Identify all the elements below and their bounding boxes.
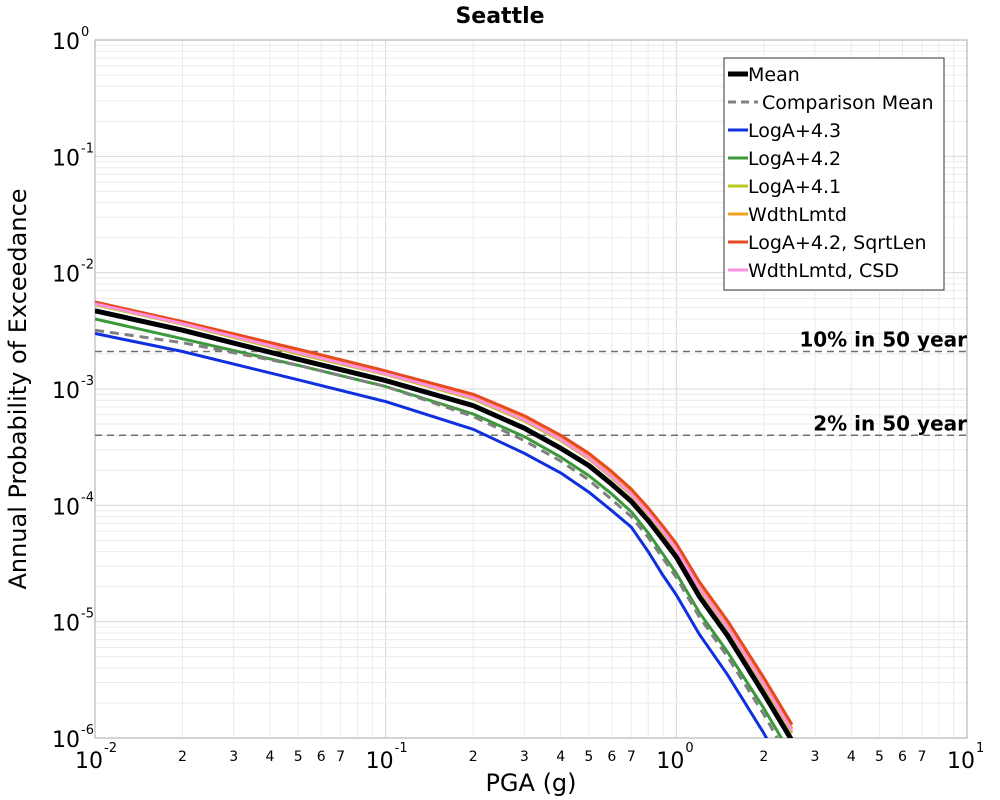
series-lines (95, 300, 794, 738)
x-minor-tick-label: 4 (266, 749, 275, 765)
series-line-mean (95, 308, 794, 738)
reference-lines: 10% in 50 year 2% in 50 year (95, 328, 967, 437)
y-tick-label: 10 (52, 146, 80, 171)
y-tick-label: 10 (52, 379, 80, 404)
legend-label: Mean (748, 64, 800, 86)
series-line-loga-4-2 (95, 317, 784, 738)
legend-label: LogA+4.2 (748, 148, 841, 170)
x-minor-tick-label: 2 (178, 749, 187, 765)
x-minor-tick-label: 5 (294, 749, 303, 765)
y-tick-exponent: -3 (81, 374, 94, 389)
x-tick-exponent: 0 (685, 741, 693, 756)
series-line-loga-4-2-sqrtlen (95, 300, 794, 726)
x-minor-tick-label: 2 (469, 749, 478, 765)
x-tick-exponent: 1 (976, 741, 984, 756)
legend-label: WdthLmtd, CSD (748, 260, 899, 282)
x-axis-title: PGA (g) (485, 769, 576, 797)
x-minor-tick-label: 7 (918, 749, 927, 765)
y-tick-exponent: -5 (81, 607, 94, 622)
y-tick-exponent: -6 (81, 723, 94, 738)
y-tick-label: 10 (52, 495, 80, 520)
x-minor-tick-label: 6 (898, 749, 907, 765)
plot-area (94, 39, 968, 739)
x-minor-tick-label: 2 (759, 749, 768, 765)
x-minor-tick-label: 7 (627, 749, 636, 765)
grid-lines (94, 40, 967, 739)
series-line-wdthlmtd-csd (95, 302, 794, 732)
x-minor-tick-label: 6 (607, 749, 616, 765)
x-tick-exponent: -1 (395, 741, 408, 756)
legend-box (723, 57, 945, 291)
legend-label: Comparison Mean (762, 92, 934, 114)
y-axis-title: Annual Probability of Exceedance (4, 188, 32, 589)
x-tick-label: 10 (947, 749, 975, 774)
y-tick-exponent: -1 (81, 141, 94, 156)
legend-label: WdthLmtd (748, 204, 847, 226)
x-minor-tick-label: 6 (317, 749, 326, 765)
x-tick-exponent: -2 (104, 741, 117, 756)
legend: Mean Comparison Mean LogA+4.3 LogA+4.2 LogA+… (723, 57, 945, 291)
legend-label: LogA+4.1 (748, 176, 841, 198)
reference-line-label: 2% in 50 year (813, 411, 967, 435)
x-tick-label: 10 (366, 749, 394, 774)
y-tick-label: 10 (52, 30, 80, 55)
reference-line-label: 10% in 50 year (799, 328, 967, 352)
y-tick-label: 10 (52, 263, 80, 288)
y-tick-label: 10 (52, 612, 80, 637)
legend-label: LogA+4.2, SqrtLen (748, 232, 927, 254)
y-tick-exponent: 0 (81, 25, 89, 40)
x-minor-tick-label: 3 (229, 749, 238, 765)
x-minor-tick-label: 3 (520, 749, 529, 765)
legend-label: LogA+4.3 (748, 120, 841, 142)
y-tick-exponent: -4 (81, 490, 94, 505)
series-line-loga-4-3 (95, 332, 769, 738)
x-minor-tick-label: 4 (847, 749, 856, 765)
x-minor-tick-label: 4 (556, 749, 565, 765)
y-tick-exponent: -2 (81, 258, 94, 273)
y-tick-label: 10 (52, 728, 80, 753)
x-minor-tick-label: 5 (584, 749, 593, 765)
x-tick-label: 10 (75, 749, 103, 774)
x-minor-tick-label: 3 (811, 749, 820, 765)
x-minor-tick-label: 5 (875, 749, 884, 765)
x-tick-label: 10 (656, 749, 684, 774)
x-minor-tick-label: 7 (336, 749, 345, 765)
chart-title: Seattle (455, 4, 544, 29)
